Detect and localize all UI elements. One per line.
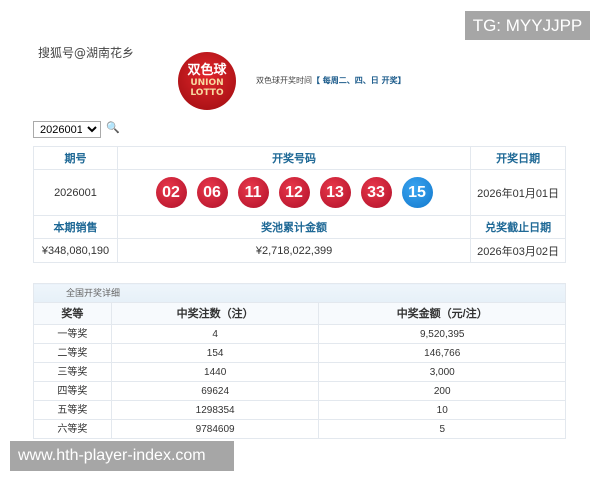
union-lotto-logo: 双色球 UNION LOTTO <box>178 52 236 110</box>
prize-level: 二等奖 <box>33 343 112 363</box>
prize-level: 一等奖 <box>33 324 112 344</box>
source-label: 搜狐号@湖南花乡 <box>38 46 135 60</box>
table-row: 四等奖 69624 200 <box>33 381 566 401</box>
winner-count: 9784609 <box>110 419 320 439</box>
sales-value: ¥348,080,190 <box>33 238 118 263</box>
table-row: 六等奖 9784609 5 <box>33 419 566 439</box>
deadline-value: 2026年03月02日 <box>470 238 566 263</box>
header-date: 开奖日期 <box>470 146 566 170</box>
watermark-bottom: www.hth-player-index.com <box>10 441 234 471</box>
prize-details-table: 全国开奖详细 奖等 中奖注数（注） 中奖金额（元/注） 一等奖 4 9,520,39… <box>33 283 566 439</box>
winner-count: 154 <box>110 343 320 363</box>
winner-count: 4 <box>110 324 320 344</box>
table-row: 二等奖 154 146,766 <box>33 343 566 363</box>
draw-time: 双色球开奖时间【 每周二、四、日 开奖】 <box>256 75 406 86</box>
table-row: 一等奖 4 9,520,395 <box>33 324 566 344</box>
draw-schedule: 【 每周二、四、日 开奖】 <box>312 76 406 85</box>
search-icon[interactable]: 🔍 <box>106 121 120 134</box>
red-ball: 11 <box>237 177 269 208</box>
winner-count: 1298354 <box>110 400 320 420</box>
header-issue: 期号 <box>33 146 118 170</box>
red-ball: 06 <box>196 177 228 208</box>
prize-amount: 10 <box>318 400 566 420</box>
red-ball: 12 <box>278 177 310 208</box>
winner-count: 1440 <box>110 362 320 382</box>
prize-amount: 200 <box>318 381 566 401</box>
header-prize-level: 奖等 <box>33 302 112 325</box>
logo-text: 双色球 <box>187 63 227 78</box>
details-caption: 全国开奖详细 <box>33 283 566 303</box>
blue-ball: 15 <box>401 177 433 208</box>
prize-level: 四等奖 <box>33 381 112 401</box>
winning-numbers: 02 06 11 12 13 33 15 <box>116 169 472 216</box>
header-deadline: 兑奖截止日期 <box>470 215 566 239</box>
draw-time-label: 双色球开奖时间 <box>256 76 312 85</box>
table-row: 五等奖 1298354 10 <box>33 400 566 420</box>
logo-text: LOTTO <box>190 88 224 98</box>
prize-level: 六等奖 <box>33 419 112 439</box>
watermark-top: TG: MYYJJPP <box>465 11 590 40</box>
header-pool: 奖池累计金额 <box>116 215 472 239</box>
prize-amount: 9,520,395 <box>318 324 566 344</box>
table-row: 三等奖 1440 3,000 <box>33 362 566 382</box>
header-amount: 中奖金额（元/注） <box>318 302 566 325</box>
pool-value: ¥2,718,022,399 <box>116 238 472 263</box>
red-ball: 13 <box>319 177 351 208</box>
header-winners: 中奖注数（注） <box>110 302 320 325</box>
logo-text: UNION <box>190 78 224 88</box>
prize-amount: 3,000 <box>318 362 566 382</box>
issue-select[interactable]: 2026001 <box>33 121 101 138</box>
prize-amount: 5 <box>318 419 566 439</box>
draw-date: 2026年01月01日 <box>470 169 566 216</box>
red-ball: 33 <box>360 177 392 208</box>
prize-level: 三等奖 <box>33 362 112 382</box>
issue-value: 2026001 <box>33 169 118 216</box>
draw-summary-table: 期号 开奖号码 开奖日期 2026001 02 06 11 12 13 33 15 2026… <box>33 146 566 263</box>
red-ball: 02 <box>155 177 187 208</box>
header-sales: 本期销售 <box>33 215 118 239</box>
prize-level: 五等奖 <box>33 400 112 420</box>
prize-amount: 146,766 <box>318 343 566 363</box>
winner-count: 69624 <box>110 381 320 401</box>
header-numbers: 开奖号码 <box>116 146 472 170</box>
